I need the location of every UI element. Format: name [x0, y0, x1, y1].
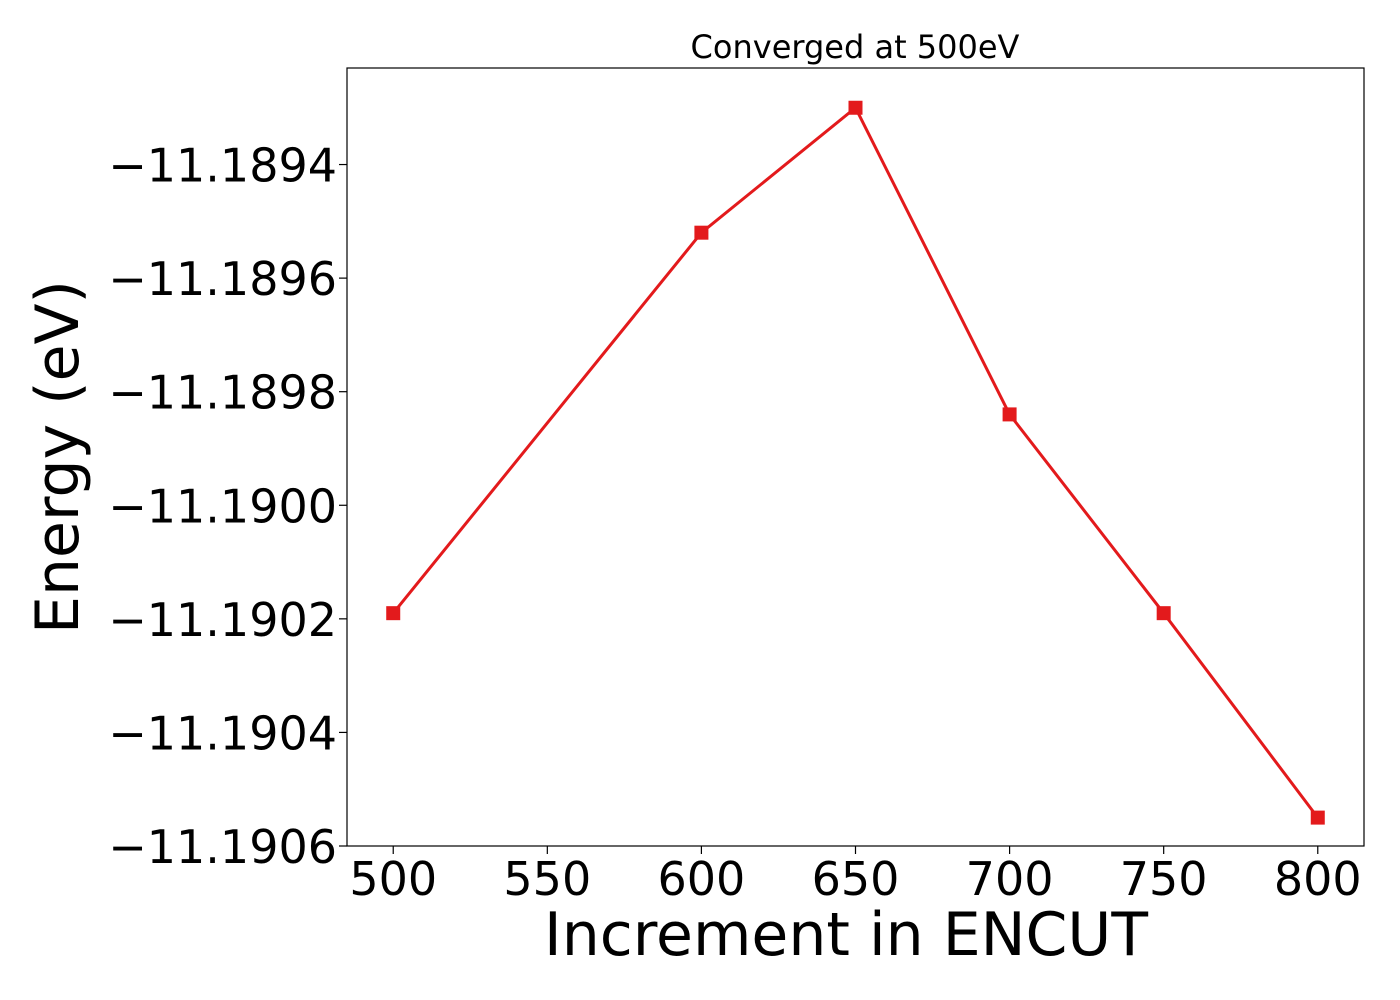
data-point-marker [1156, 606, 1171, 621]
data-point-marker [694, 225, 709, 240]
x-tick-label: 700 [966, 852, 1054, 906]
y-tick-label: −11.1900 [108, 479, 337, 533]
series-line [392, 105, 1319, 819]
data-point-marker [1310, 810, 1325, 825]
y-tick-label: −11.1894 [108, 139, 337, 193]
plot-frame [346, 67, 1365, 847]
y-tick-label: −11.1896 [108, 252, 337, 306]
x-tick-label: 750 [1120, 852, 1208, 906]
x-tick-label: 800 [1274, 852, 1362, 906]
data-point-marker [386, 606, 401, 621]
y-axis-ticks: −11.1906 −11.1904 −11.1902 −11.1900 −11.1898… [108, 139, 347, 874]
x-tick-label: 650 [812, 852, 900, 906]
y-tick-label: −11.1902 [108, 593, 337, 647]
x-tick-label: 600 [658, 852, 746, 906]
x-axis-title: Increment in ENCUT [544, 900, 1148, 970]
y-tick-label: −11.1904 [108, 706, 337, 760]
y-tick-label: −11.1906 [108, 820, 337, 874]
data-point-marker [848, 100, 863, 115]
chart-title: Converged at 500eV [691, 28, 1020, 66]
x-tick-label: 550 [503, 852, 591, 906]
x-axis-ticks: 500 550 600 650 700 750 800 [349, 846, 1362, 906]
data-point-marker [1002, 407, 1017, 422]
x-tick-label: 500 [349, 852, 437, 906]
y-axis-title: Energy (eV) [23, 280, 93, 634]
y-tick-label: −11.1898 [108, 366, 337, 420]
series-layer [386, 100, 1325, 825]
